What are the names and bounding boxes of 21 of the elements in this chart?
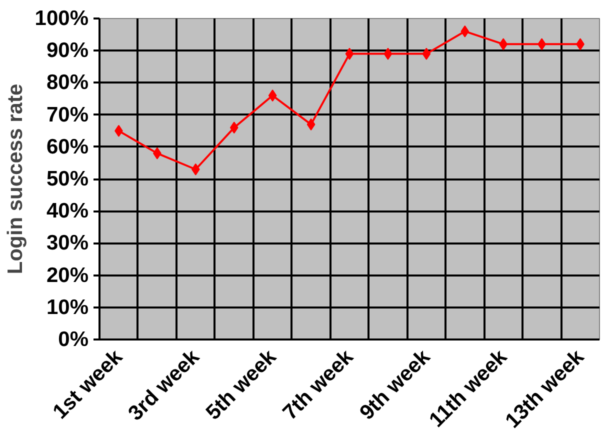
point: [268, 90, 277, 102]
point: [460, 25, 470, 38]
y-tick-label: 10%: [46, 296, 89, 319]
y-tick-label: 80%: [46, 71, 89, 94]
y-tick-label: 30%: [46, 232, 89, 255]
point: [384, 48, 392, 60]
y-axis-title: Login success rate: [4, 84, 27, 274]
y-tick-label: 90%: [46, 39, 89, 62]
y-tick-label: 60%: [46, 135, 89, 158]
y-tick-label: 20%: [46, 264, 89, 287]
y-tick-label: 70%: [46, 103, 89, 126]
y-tick-label: 100%: [34, 7, 89, 30]
point: [191, 163, 200, 176]
y-tick-label: 40%: [46, 200, 89, 223]
point: [422, 48, 431, 60]
y-tick-label: 50%: [46, 168, 89, 190]
y-tick-label: 0%: [58, 328, 89, 351]
point: [499, 38, 508, 50]
point: [306, 118, 316, 130]
point: [230, 122, 238, 134]
point: [345, 48, 354, 60]
